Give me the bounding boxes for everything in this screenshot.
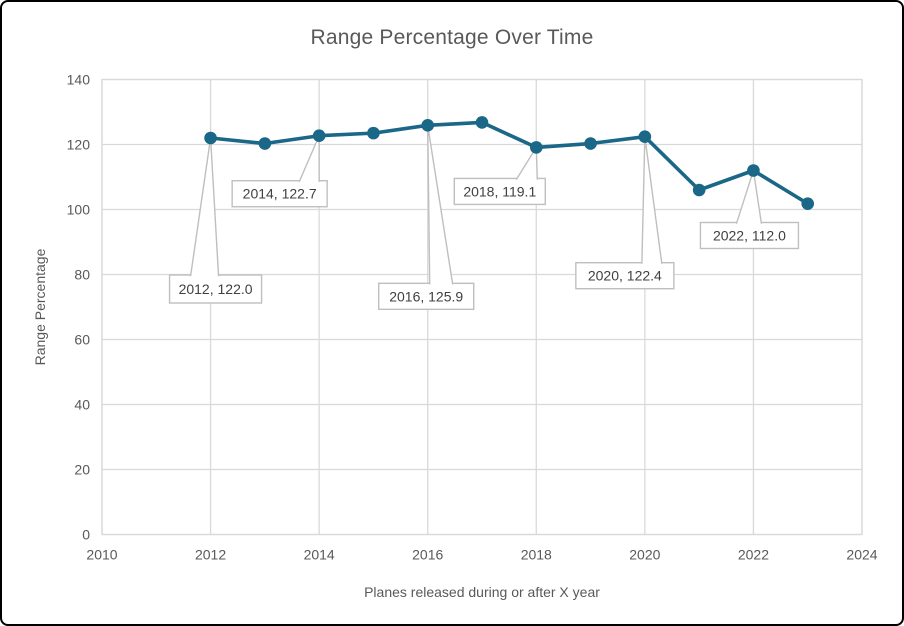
y-tick-label: 120 <box>67 137 91 153</box>
x-tick-label: 2014 <box>304 547 335 563</box>
callout-leader-line <box>735 170 755 224</box>
callout-leader-line <box>189 137 212 277</box>
callout-leader-line <box>515 147 537 180</box>
callout-box <box>231 180 328 208</box>
data-point-marker <box>584 137 597 150</box>
data-point-marker <box>692 183 706 197</box>
callout-leader-line <box>209 137 220 277</box>
data-point-marker <box>638 130 652 143</box>
callout-box <box>575 262 675 290</box>
callout-leader-line <box>644 136 663 264</box>
y-tick-label: 20 <box>74 462 90 478</box>
callout-box <box>378 282 475 311</box>
plot-border <box>101 78 863 536</box>
x-tick-label: 2024 <box>846 547 877 563</box>
x-tick-label: 2010 <box>86 547 117 563</box>
callout-box <box>699 221 800 250</box>
data-callout: 2014, 122.7 <box>231 135 328 208</box>
callout-leader-line <box>427 125 431 285</box>
data-callout: 2016, 125.9 <box>378 125 475 311</box>
callout-leader-line <box>641 136 646 264</box>
data-point-marker <box>801 197 815 210</box>
callout-leader-line <box>752 170 763 224</box>
data-point-marker <box>475 116 489 129</box>
callout-leader-line <box>298 135 320 183</box>
x-tick-label: 2020 <box>629 547 660 563</box>
data-point-marker <box>421 119 435 132</box>
data-label-text: 2018, 119.1 <box>463 183 536 199</box>
chart-title: Range Percentage Over Time <box>310 26 594 49</box>
x-tick-label: 2018 <box>521 547 552 563</box>
y-tick-label: 60 <box>74 332 90 348</box>
callout-leader-line <box>427 125 454 285</box>
y-tick-label: 140 <box>67 72 91 88</box>
data-label-text: 2016, 125.9 <box>389 288 463 304</box>
y-tick-label: 0 <box>82 527 90 543</box>
data-callout: 2012, 122.0 <box>168 137 263 304</box>
x-tick-label: 2016 <box>412 547 443 563</box>
x-tick-label: 2022 <box>738 547 769 563</box>
y-tick-label: 40 <box>74 397 90 413</box>
data-point-marker <box>204 131 217 145</box>
data-point-marker <box>529 141 543 154</box>
x-tick-label: 2012 <box>195 547 226 563</box>
data-point-marker <box>258 137 272 150</box>
callout-pointer-fill <box>190 138 219 277</box>
y-tick-label: 100 <box>67 202 91 218</box>
callout-box <box>453 177 546 206</box>
data-label-text: 2020, 122.4 <box>588 268 662 284</box>
y-tick-label: 80 <box>74 267 90 283</box>
data-point-marker <box>367 126 380 140</box>
callout-pointer-fill <box>641 136 662 264</box>
data-label-text: 2012, 122.0 <box>179 281 253 297</box>
series-line <box>208 120 810 206</box>
data-callout: 2022, 112.0 <box>699 170 800 250</box>
data-point-marker <box>747 164 760 177</box>
x-axis-title: Planes released during or after X year <box>364 584 600 600</box>
data-label-text: 2022, 112.0 <box>713 228 786 244</box>
data-point-marker <box>312 129 326 143</box>
data-label-text: 2014, 122.7 <box>243 186 317 202</box>
data-callout: 2020, 122.4 <box>575 136 675 290</box>
data-callout: 2018, 119.1 <box>453 147 546 206</box>
